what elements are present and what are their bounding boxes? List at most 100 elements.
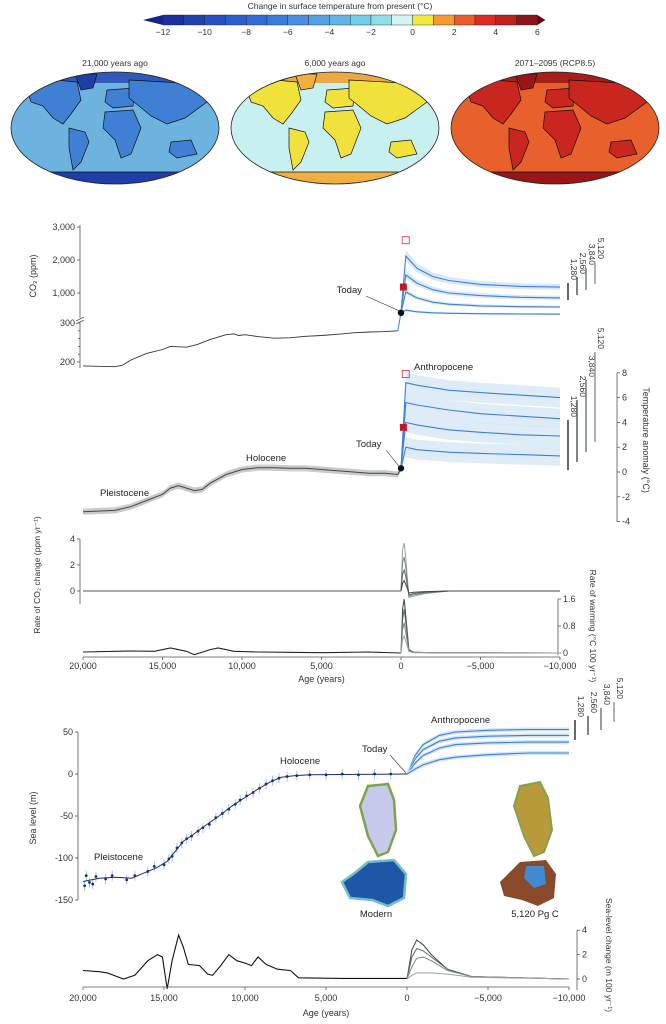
- sea-level-scenario-line: [406, 741, 569, 775]
- map-landmass-na: [466, 79, 522, 125]
- map-landmass-sa: [508, 127, 530, 171]
- colorbar-segment: [308, 14, 330, 26]
- colorbar-tick-label: 6: [535, 27, 540, 37]
- today-label: Today: [356, 439, 382, 450]
- map-landmass-af: [542, 109, 582, 159]
- y-tick-label: -4: [622, 517, 630, 527]
- warming-rate-scenario-line: [400, 609, 561, 654]
- map-landmass-an: [231, 171, 439, 184]
- warming-rate-scenario-line: [400, 622, 561, 654]
- y-tick-label: -50: [60, 811, 73, 821]
- scenario-label: 1,280: [569, 396, 579, 418]
- y-tick-label: -2: [622, 492, 630, 502]
- map-north-band: [11, 72, 219, 83]
- colorbar-segment: [433, 14, 455, 26]
- scenario-label: 3,840: [587, 244, 597, 266]
- colorbar-under-arrow: [143, 15, 163, 25]
- colorbar-segment: [329, 14, 351, 26]
- y-tick-label: 3,000: [52, 222, 75, 232]
- today-marker: [397, 465, 405, 472]
- colorbar-segment: [225, 14, 247, 26]
- colorbar-segment: [516, 14, 538, 26]
- anthropocene-label: Anthropocene: [431, 715, 490, 726]
- holocene-label: Holocene: [246, 453, 286, 464]
- map-landmass-gl: [514, 73, 538, 91]
- sea-level-scenario-line: [406, 734, 569, 775]
- x-tick-label: 15,000: [150, 993, 178, 1003]
- y-tick-label: 0: [68, 769, 73, 779]
- proxy-point: [88, 880, 91, 884]
- antarctica-modern-icon: [340, 858, 408, 908]
- map-landmass-af: [102, 109, 142, 159]
- map-landmass-sa: [68, 127, 90, 171]
- open-square-marker: [401, 236, 410, 245]
- x-tick-label: −10,000: [553, 993, 586, 1003]
- x-tick-label: 10,000: [228, 661, 256, 671]
- warming-rate-scenario-line: [400, 598, 561, 654]
- colorbar-segment: [474, 14, 496, 26]
- x-axis-label: Age (years): [298, 674, 345, 684]
- pleistocene-label: Pleistocene: [100, 488, 149, 499]
- map-landmass-au: [388, 139, 418, 159]
- temperature-maps: 21,000 years ago 6,000 years ago 2071–2095…: [10, 58, 660, 185]
- colorbar-tick-label: −12: [156, 27, 171, 37]
- y-tick-label: 2,000: [52, 255, 75, 265]
- temperature-scenario-band: [401, 392, 560, 469]
- y-tick-label: 1.6: [563, 594, 576, 604]
- pleistocene-label: Pleistocene: [94, 852, 143, 863]
- y-tick-label: 1,000: [52, 288, 75, 298]
- map-title: 6,000 years ago: [305, 58, 366, 68]
- y-axis-label: Sea level (m): [28, 791, 38, 844]
- colorbar-tick-label: 2: [452, 27, 457, 37]
- map-landmass-na: [246, 79, 302, 125]
- greenland-future-icon: [512, 780, 554, 858]
- colorbar-segment: [162, 14, 184, 26]
- map-title: 2071–2095 (RCP8.5): [515, 58, 596, 68]
- co2-rate-scenario-line: [400, 557, 560, 597]
- y-tick-label: 4: [582, 925, 587, 935]
- y-tick-label: 6: [622, 393, 627, 403]
- today-pointer: [385, 449, 400, 467]
- greenland-modern-icon: [358, 782, 398, 858]
- y-tick-label: 2: [622, 442, 627, 452]
- scenario-label: 2,560: [578, 376, 588, 398]
- co2-panel: 3,000 2,000 1,000 300 200 CO₂ (ppm) Today 1,280…: [28, 222, 606, 368]
- rate-panels: 4 2 0 Rate of CO₂ change (ppm yr⁻¹) 1.6 0.8 0 R…: [32, 516, 598, 684]
- colorbar-segment: [204, 14, 226, 26]
- x-tick-label: 0: [404, 993, 409, 1003]
- co2-rate-scenario-line: [400, 579, 560, 594]
- colorbar-segment: [287, 14, 309, 26]
- antarctica-future-ice-remnant: [524, 866, 546, 888]
- x-tick-label: −10,000: [544, 661, 577, 671]
- temperature-history-line: [82, 467, 402, 513]
- future-label: 5,120 Pg C: [511, 909, 559, 920]
- y-tick-label: 0: [582, 974, 587, 984]
- y-axis-label: Rate of CO₂ change (ppm yr⁻¹): [32, 516, 42, 634]
- colorbar-tick-label: 0: [410, 27, 415, 37]
- holocene-label: Holocene: [280, 756, 320, 767]
- co2-scenario-band: [401, 289, 560, 314]
- colorbar-over-arrow: [537, 15, 546, 25]
- x-tick-label: 20,000: [69, 993, 97, 1003]
- temperature-scenario-line: [400, 401, 561, 469]
- temperature-panel: 8 6 4 2 0 -2 -4 Temperature anomaly (°C) Pleisto…: [82, 328, 651, 527]
- co2-scenario-line: [400, 273, 561, 313]
- sea-level-rate-history-line: [82, 933, 407, 989]
- scenario-label: 2,560: [589, 692, 599, 714]
- temperature-scenario-line: [400, 446, 561, 469]
- sea-level-rate-scenario-line: [406, 956, 570, 980]
- map-landmass-af: [322, 109, 362, 159]
- co2-rate-scenario-line: [400, 542, 560, 599]
- y-tick-label: 8: [622, 368, 627, 378]
- co2-scenario-line: [400, 309, 561, 315]
- map-north-band: [231, 72, 439, 83]
- temperature-scenario-band: [401, 437, 560, 469]
- map-landmass-na: [26, 79, 82, 125]
- y-tick-label: 0: [563, 648, 568, 658]
- proxy-point: [152, 865, 156, 868]
- y-tick-label: 0: [622, 467, 627, 477]
- sea-level-panel: 50 0 -50 -100 -150 Sea level (m) Pleistocene Ho…: [28, 678, 625, 920]
- modern-label: Modern: [360, 909, 392, 920]
- scenario-label: 2,560: [578, 253, 588, 275]
- colorbar-segment: [391, 14, 413, 26]
